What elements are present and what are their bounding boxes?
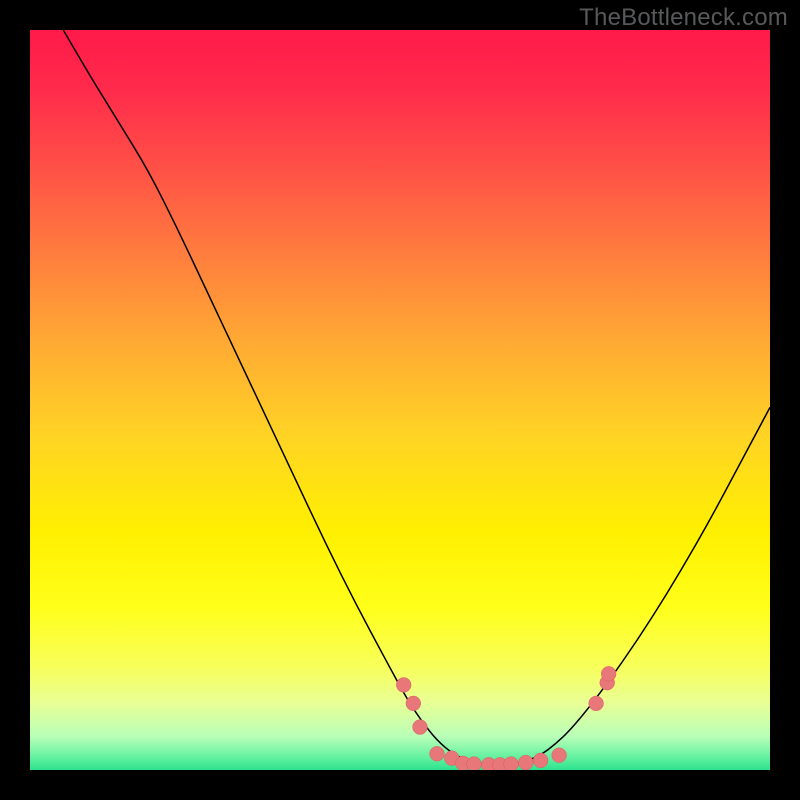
plot-area [30, 30, 770, 770]
watermark-text: TheBottleneck.com [579, 4, 788, 32]
chart-container: TheBottleneck.com [0, 0, 800, 800]
background-gradient [30, 30, 770, 770]
